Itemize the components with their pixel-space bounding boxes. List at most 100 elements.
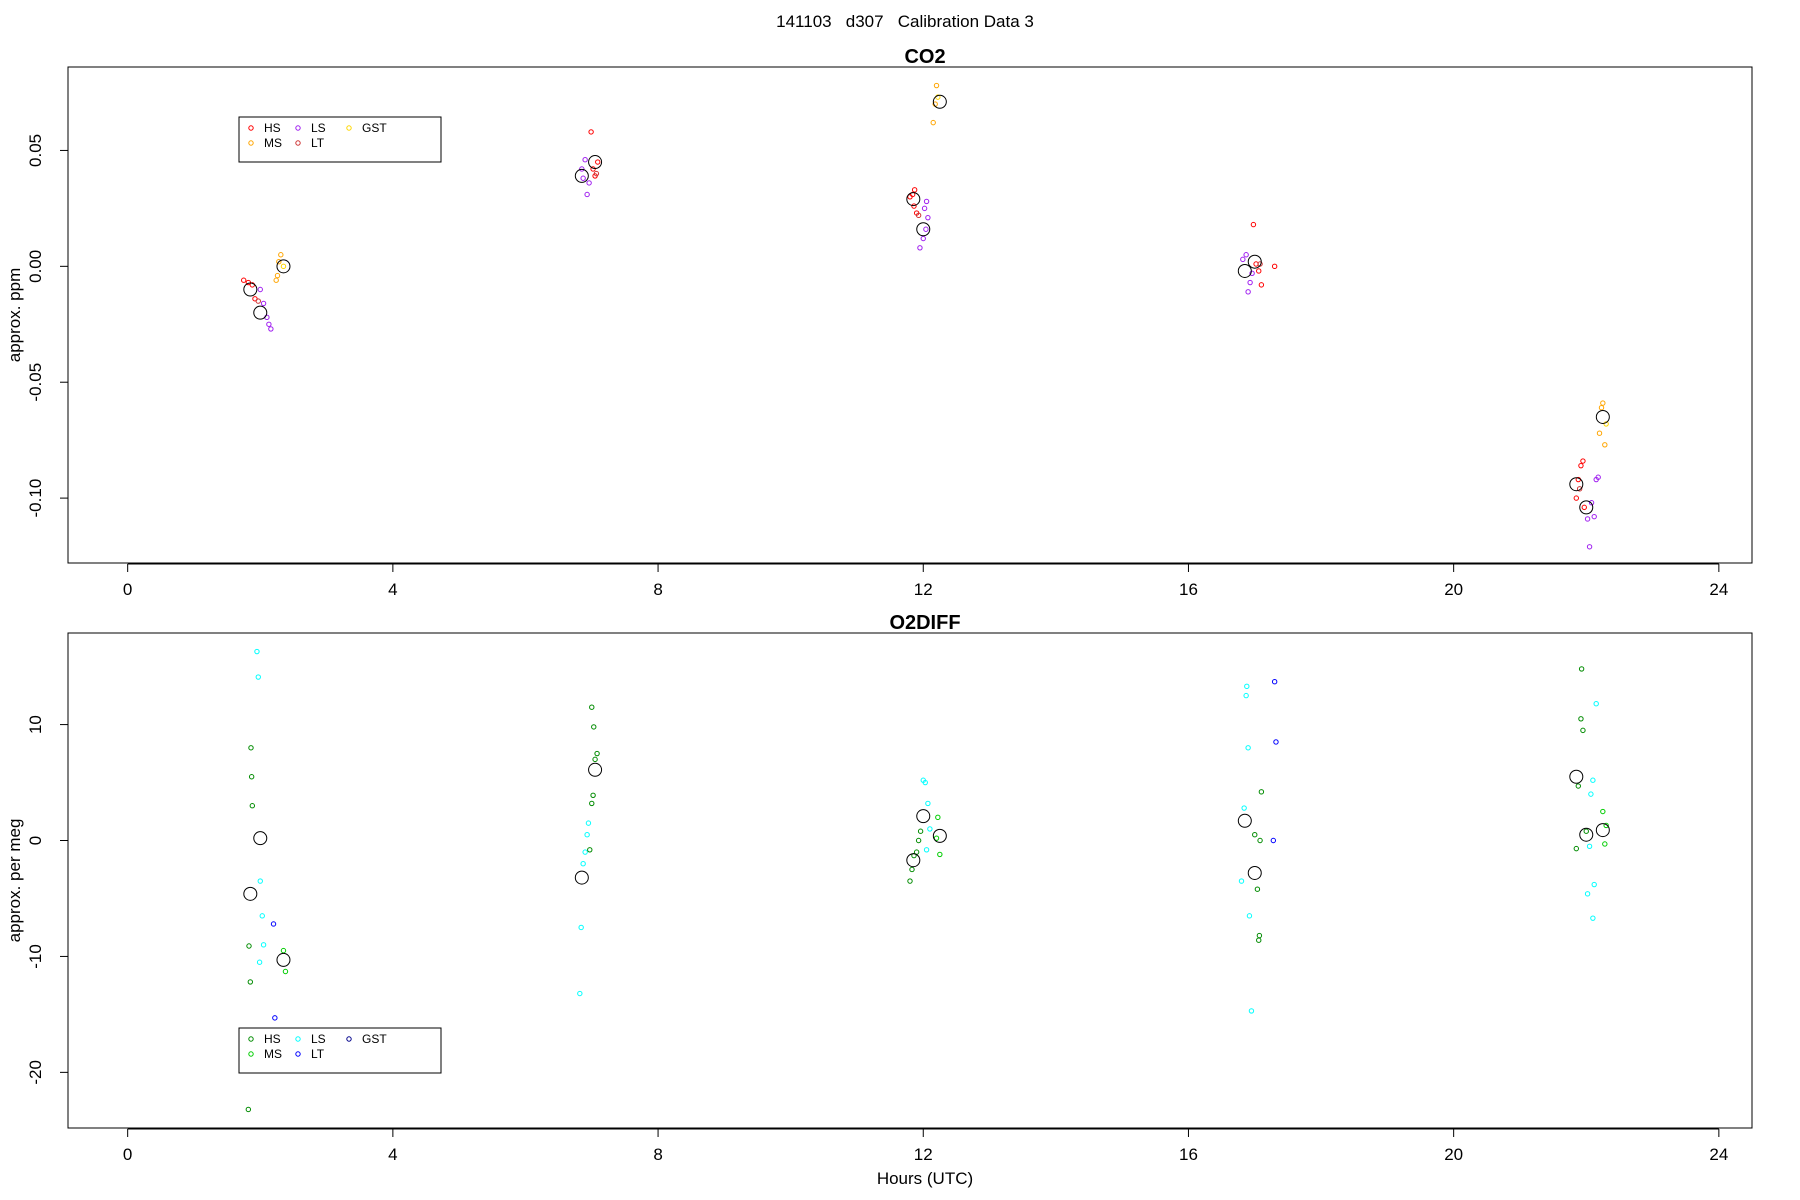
data-point: [592, 756, 598, 763]
x-tick-label: 0: [123, 580, 132, 599]
data-point: [921, 205, 928, 212]
chart-panel-2: O2DIFF 0 4 8 12 16 20 24 Hours (UTC) -20 -10 0 10 app…: [5, 612, 1753, 1188]
legend-marker: [248, 1036, 254, 1042]
legend-marker: [295, 125, 301, 131]
panel-title: CO2: [904, 46, 945, 68]
mean-point: [1237, 813, 1252, 828]
data-point: [1243, 252, 1249, 258]
data-point: [590, 792, 596, 798]
data-point: [270, 921, 277, 927]
data-point: [587, 847, 593, 853]
legend-marker: [248, 125, 254, 131]
data-point: [584, 832, 590, 838]
data-point: [584, 191, 590, 198]
mean-point: [1595, 409, 1610, 424]
data-point: [925, 214, 931, 221]
legend-label-ms: MS: [264, 1047, 282, 1061]
data-point: [1241, 805, 1247, 811]
legend-label-gst: GST: [362, 1032, 387, 1046]
data-point: [1245, 745, 1251, 751]
legend-label-ls: LS: [311, 121, 326, 135]
data-point: [1238, 878, 1245, 884]
plot-frame: [67, 632, 1753, 1129]
data-point: [1573, 845, 1580, 852]
data-point: [1600, 400, 1606, 406]
data-point: [259, 913, 265, 919]
data-point: [1250, 221, 1257, 228]
data-point: [1590, 915, 1596, 921]
data-point: [1247, 279, 1253, 286]
mean-point: [253, 305, 268, 320]
data-point: [1596, 430, 1603, 436]
legend-label-lt: LT: [311, 136, 325, 150]
legend-marker: [248, 140, 254, 146]
data-point: [915, 212, 922, 219]
y-tick-label: 10: [26, 715, 45, 734]
data-point: [1249, 270, 1255, 276]
data-point: [1598, 405, 1605, 411]
legend-box: [238, 116, 442, 163]
data-point: [937, 851, 943, 858]
data-point: [280, 947, 287, 954]
mean-point: [243, 282, 258, 297]
data-point: [245, 1106, 252, 1113]
data-point: [915, 837, 922, 844]
data-point: [1602, 442, 1608, 448]
data-point: [922, 779, 928, 786]
y-axis-label: approx. per meg: [5, 819, 24, 943]
data-point: [1588, 500, 1595, 506]
x-tick-label: 16: [1179, 580, 1198, 599]
y-axis-label: approx. ppm: [5, 268, 24, 363]
mean-point: [1237, 263, 1252, 278]
data-point: [582, 157, 588, 163]
data-point: [260, 300, 267, 307]
data-point: [268, 326, 274, 332]
data-point: [247, 979, 254, 985]
data-point: [1271, 263, 1278, 270]
data-point: [276, 258, 282, 265]
legend-marker: [295, 140, 301, 146]
data-point: [1590, 777, 1596, 783]
mean-point: [1595, 823, 1610, 838]
data-point: [1248, 1008, 1255, 1014]
x-tick-label: 0: [123, 1145, 132, 1164]
data-point: [930, 119, 936, 126]
data-point: [1578, 462, 1584, 469]
data-point: [246, 943, 252, 949]
data-point: [257, 878, 263, 884]
data-point: [1244, 683, 1250, 690]
data-point: [1591, 513, 1597, 520]
data-point: [589, 704, 595, 710]
data-point: [1258, 789, 1265, 795]
data-point: [278, 252, 284, 258]
mean-point: [1247, 254, 1262, 269]
data-point: [1575, 783, 1581, 789]
data-point: [578, 924, 584, 931]
y-tick-label: -0.10: [26, 479, 45, 518]
legend-label-lt: LT: [311, 1047, 325, 1061]
data-point: [591, 724, 597, 730]
data-point: [1602, 841, 1608, 847]
data-point: [1273, 739, 1279, 745]
data-point: [593, 170, 600, 177]
x-tick-label: 8: [653, 1145, 662, 1164]
data-point: [585, 820, 592, 826]
legend-label-ls: LS: [311, 1032, 326, 1046]
legend-box: [238, 1027, 442, 1074]
mean-point: [1569, 769, 1584, 784]
data-point: [1578, 666, 1585, 672]
data-point: [1603, 822, 1609, 829]
mean-point: [1569, 477, 1584, 492]
x-tick-label: 16: [1179, 1145, 1198, 1164]
data-point: [1580, 458, 1586, 464]
data-point: [1240, 256, 1246, 263]
mean-point: [916, 222, 931, 237]
data-point: [273, 277, 279, 283]
data-point: [933, 835, 940, 841]
data-point: [927, 826, 933, 832]
data-point: [255, 674, 261, 680]
data-point: [1256, 268, 1262, 274]
y-tick-label: -20: [26, 1060, 45, 1085]
